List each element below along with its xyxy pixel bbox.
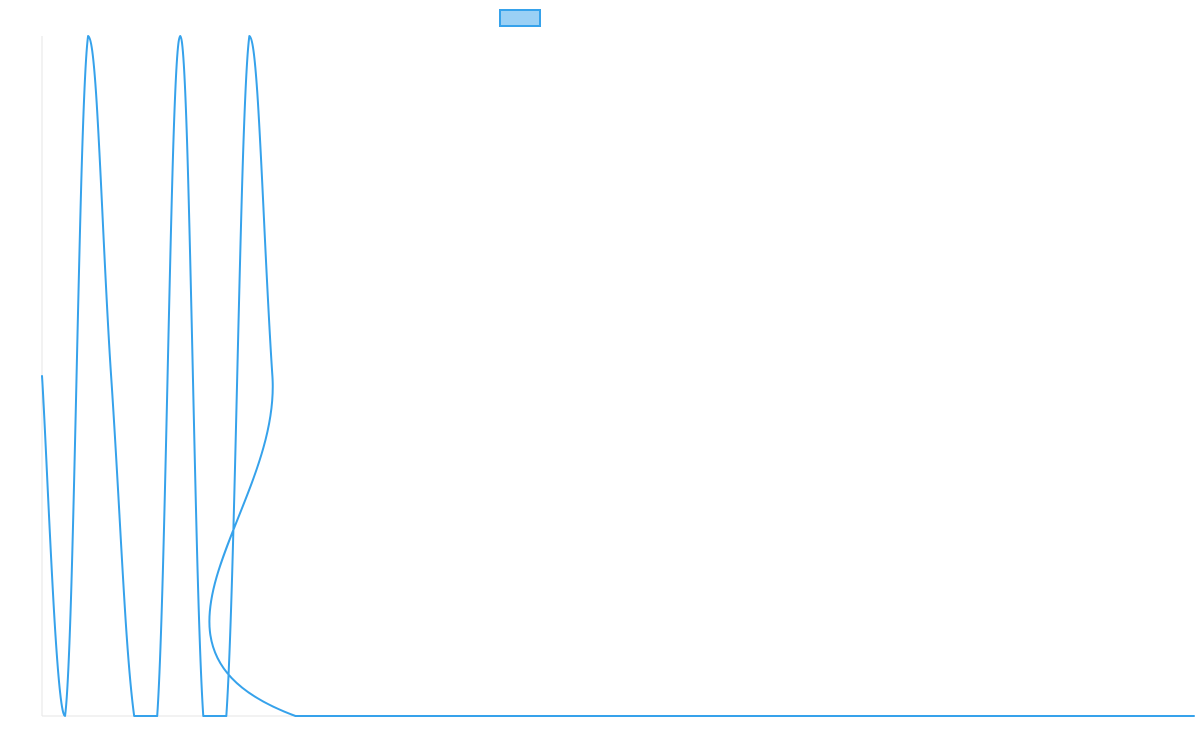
series-layer [41,35,1195,718]
legend-swatch-0[interactable] [499,9,541,27]
series-line-0 [41,35,1195,718]
legend[interactable] [499,9,541,27]
